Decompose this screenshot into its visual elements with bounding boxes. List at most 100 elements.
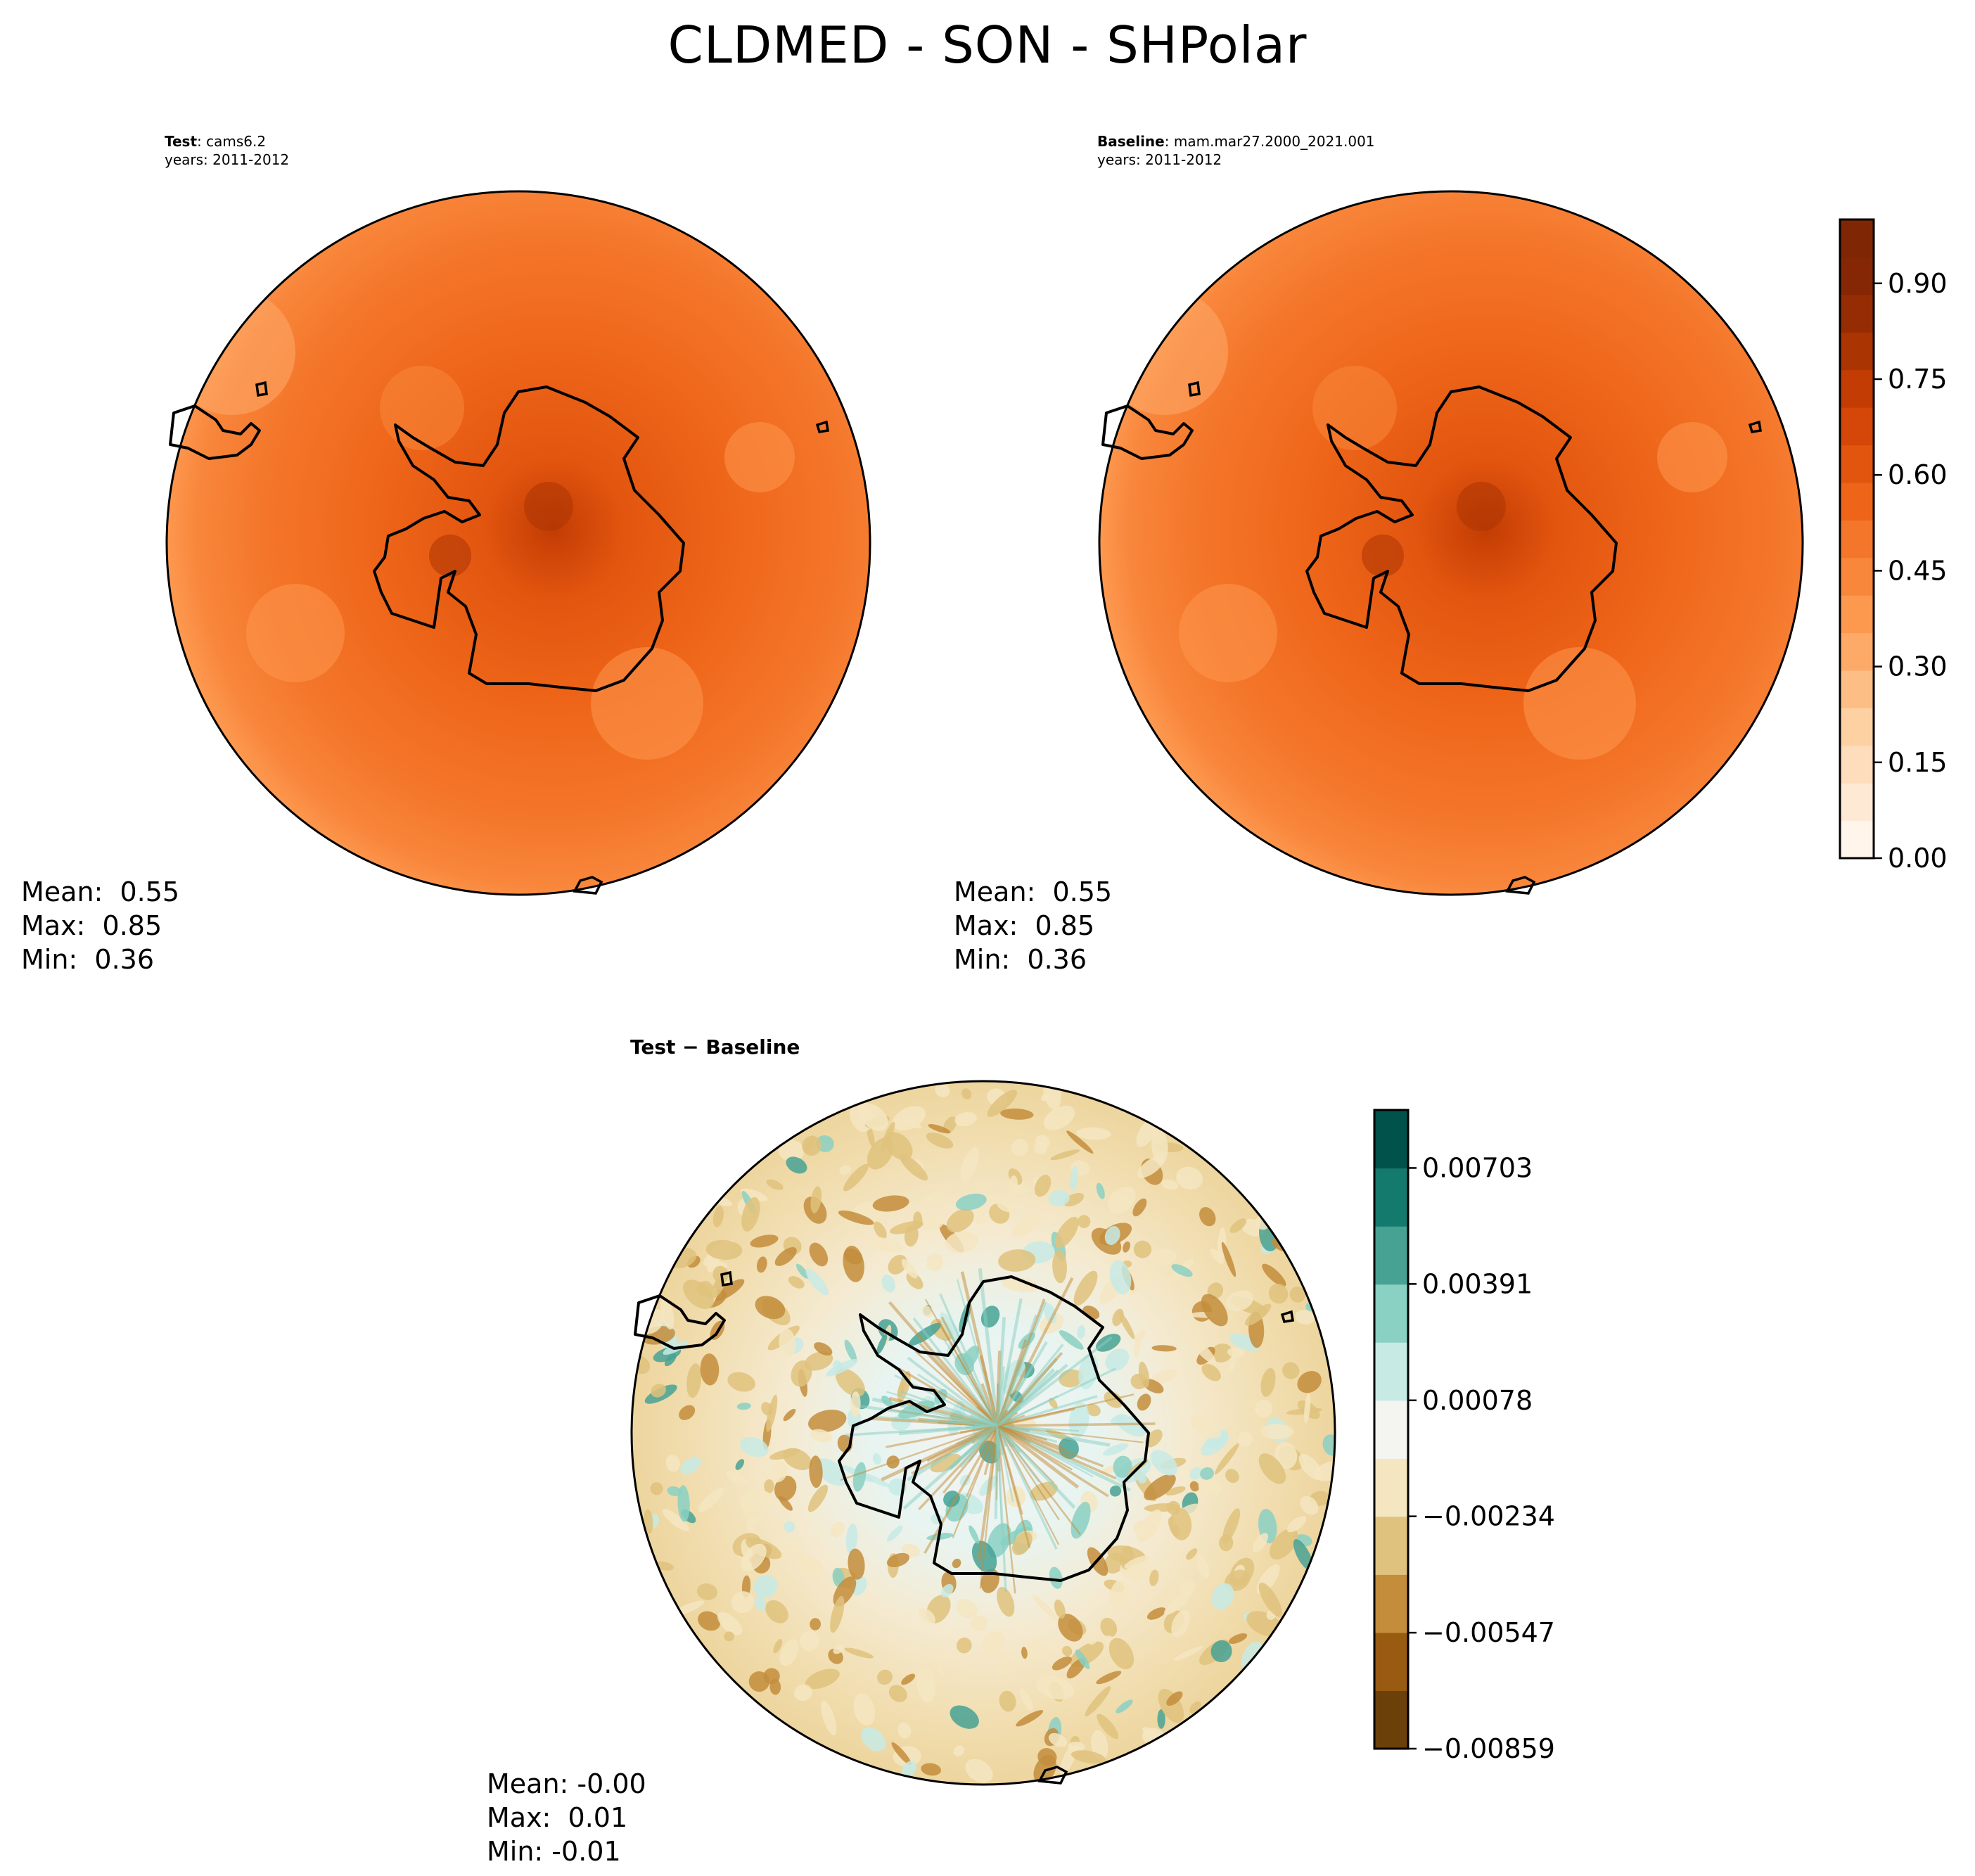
diff-field-patch xyxy=(845,1523,858,1554)
diff-field-patch xyxy=(886,1525,903,1542)
diff-field-patch xyxy=(953,1745,965,1756)
diff-field-patch xyxy=(861,1727,886,1752)
diff-field-patch xyxy=(874,1221,887,1239)
diff-colorbar: −0.00859 −0.00547 −0.00234 0.00078 0.00391 0.… xyxy=(1373,1109,1555,1764)
diff-field-patch xyxy=(679,1405,696,1420)
diff-field-streak xyxy=(845,1424,998,1437)
main-colorbar-swatch xyxy=(1840,332,1874,371)
diff-field-patch xyxy=(998,1249,1036,1272)
diff-field-patch xyxy=(1133,1240,1152,1258)
diff-field-patch xyxy=(741,1188,768,1201)
diff-panel-label: Test − Baseline xyxy=(630,1038,800,1057)
diff-field-patch xyxy=(1295,1310,1315,1325)
diff-field-patch xyxy=(946,1208,974,1233)
diff-field-patch xyxy=(877,1669,893,1685)
diff-field-patch xyxy=(1066,1130,1094,1154)
diff-field-streak xyxy=(914,1350,998,1427)
diff-colorbar-swatch xyxy=(1374,1400,1408,1459)
diff-field-patch xyxy=(1124,1555,1151,1569)
diff-field-patch xyxy=(1210,1640,1232,1663)
diff-field-patch xyxy=(683,1280,714,1309)
diff-field-patch xyxy=(1021,1647,1028,1659)
diff-field-patch xyxy=(1076,1127,1111,1140)
test-max: Max: 0.85 xyxy=(21,910,162,941)
diff-field-patch xyxy=(1227,1347,1245,1358)
diff-field-patch xyxy=(1289,1286,1306,1303)
diff-field-patch xyxy=(955,1193,987,1211)
diff-field-patch xyxy=(1100,1618,1118,1638)
diff-field-patch xyxy=(769,1678,781,1695)
diff-field-patch xyxy=(821,1700,837,1736)
diff-field-patch xyxy=(1191,1338,1216,1365)
diff-field-patch xyxy=(1237,1431,1253,1447)
diff-field-patch xyxy=(1149,1569,1159,1587)
diff-field-patch xyxy=(805,1668,840,1690)
diff-field-patch xyxy=(996,1195,1019,1213)
main-colorbar-swatch xyxy=(1840,708,1874,746)
diff-field-patch xyxy=(848,1548,865,1580)
test-min: Min: 0.36 xyxy=(21,944,154,975)
diff-field-patch xyxy=(1134,1329,1146,1342)
diff-field-patch xyxy=(1025,1640,1048,1662)
diff-field-streak xyxy=(923,1425,999,1555)
diff-field-streak xyxy=(997,1424,1117,1480)
diff-field-patch xyxy=(987,1523,1011,1558)
baseline-label-bold: Baseline xyxy=(1097,133,1165,150)
diff-field-patch xyxy=(1229,1218,1247,1233)
diff-field-patch xyxy=(926,1132,954,1149)
diff-field-patch xyxy=(802,1135,822,1156)
diff-field-patch xyxy=(793,1684,813,1702)
diff-field-patch xyxy=(1260,1367,1276,1397)
diff-field-patch xyxy=(926,1253,944,1272)
diff-field-patch xyxy=(839,1165,851,1175)
diff-field-patch xyxy=(778,1140,805,1162)
baseline-map xyxy=(1098,190,1804,896)
diff-field-patch xyxy=(1108,1638,1134,1670)
diff-field-patch xyxy=(755,1296,786,1320)
diff-field-patch xyxy=(791,1360,812,1387)
diff-field-patch xyxy=(1062,1645,1073,1657)
diff-field-streak xyxy=(995,1298,1023,1427)
diff-field-patch xyxy=(997,1586,1015,1617)
diff-mean: Mean: -0.00 xyxy=(487,1768,646,1799)
diff-field-patch xyxy=(1054,1599,1066,1619)
diff-field-patch xyxy=(940,1312,961,1343)
diff-field-patch xyxy=(830,1521,845,1538)
main-colorbar-swatch xyxy=(1840,632,1874,671)
figure-title: CLDMED - SON - SHPolar xyxy=(667,15,1308,75)
diff-field-patch xyxy=(1176,1166,1203,1190)
diff-field-patch xyxy=(698,1611,721,1631)
diff-field-patch xyxy=(1226,1290,1253,1312)
test-label-name: cams6.2 xyxy=(206,133,267,150)
diff-field-patch xyxy=(1262,1263,1286,1287)
main-colorbar-tick-label: 0.30 xyxy=(1888,651,1948,682)
diff-field-patch xyxy=(1086,1404,1101,1417)
diff-field-patch xyxy=(1282,1362,1300,1379)
diff-field-patch xyxy=(1077,1325,1085,1339)
diff-field-patch xyxy=(643,1509,653,1535)
diff-field-patch xyxy=(809,1242,829,1267)
diff-field-patch xyxy=(1050,1149,1080,1161)
diff-field-patch xyxy=(788,1276,805,1289)
diff-field-patch xyxy=(923,1213,945,1230)
diff-field-patch xyxy=(844,1339,857,1363)
diff-colorbar-swatch xyxy=(1374,1110,1408,1169)
diff-field-patch xyxy=(872,1453,881,1465)
diff-field-patch xyxy=(1137,1393,1151,1411)
diff-field-patch xyxy=(814,1342,833,1356)
diff-colorbar-swatch xyxy=(1374,1690,1408,1749)
diff-field-patch xyxy=(1206,1478,1222,1493)
diff-colorbar-tick-label: 0.00703 xyxy=(1422,1152,1533,1183)
diff-field-patch xyxy=(1258,1582,1282,1617)
diff-field-patch xyxy=(805,1268,829,1296)
diff-field-patch xyxy=(1150,1369,1178,1384)
diff-field-streak xyxy=(859,1405,998,1428)
diff-field-patch xyxy=(892,1106,926,1131)
diff-field-streak xyxy=(898,1367,998,1427)
diff-field-patch xyxy=(1034,1141,1047,1155)
diff-field-patch xyxy=(1043,1105,1075,1130)
baseline-label-name: mam.mar27.2000_2021.001 xyxy=(1173,133,1375,150)
main-colorbar-swatch xyxy=(1840,820,1874,859)
diff-field-streak xyxy=(997,1424,1111,1447)
diff-field-patch xyxy=(677,1485,690,1522)
